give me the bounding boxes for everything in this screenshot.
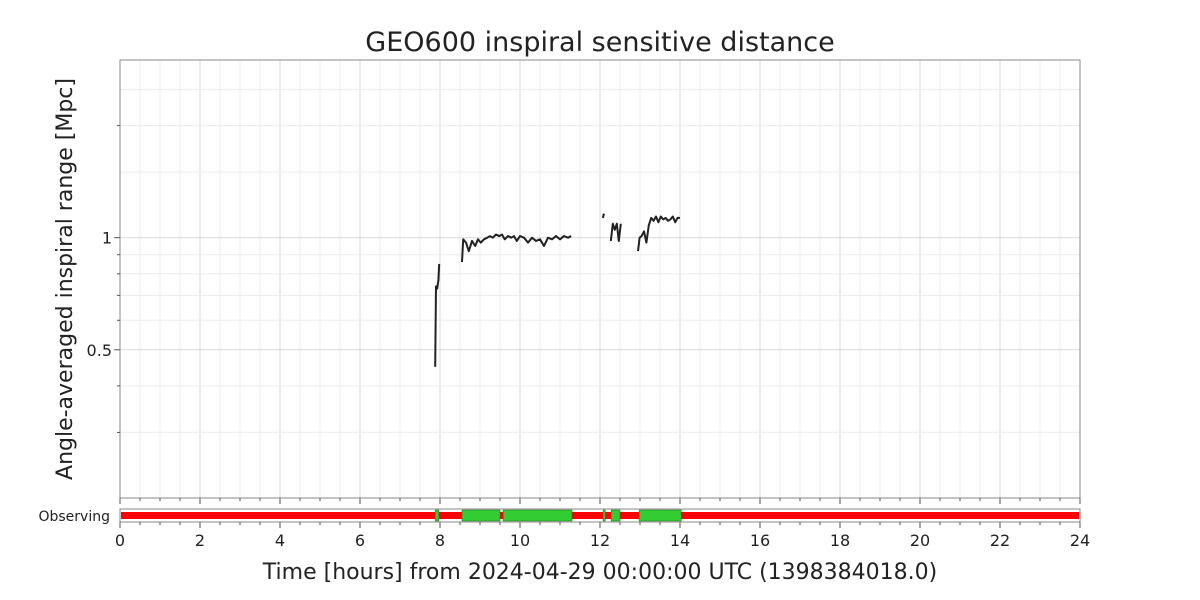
y-tick-label: 0.5	[87, 341, 112, 360]
x-tick-label: 6	[355, 531, 365, 550]
x-tick-label: 14	[670, 531, 690, 550]
y-axis-label: Angle-averaged inspiral range [Mpc]	[53, 78, 78, 480]
range-line-segment	[461, 233, 572, 263]
x-ticks	[119, 522, 1081, 528]
x-tick-label: 10	[510, 531, 530, 550]
x-axis-label: Time [hours] from 2024-04-29 00:00:00 UT…	[262, 560, 937, 585]
x-tick-label: 24	[1070, 531, 1090, 550]
segment-off-bar	[121, 512, 1079, 519]
observing-segment-bar	[119, 508, 1081, 523]
x-tick-label: 2	[195, 531, 205, 550]
x-tick-label: 20	[910, 531, 930, 550]
x-tick-label: 4	[275, 531, 285, 550]
range-line-segment	[609, 222, 622, 242]
x-tick-label: 18	[830, 531, 850, 550]
observing-segment-label: Observing	[38, 509, 110, 525]
segment-active-bar	[602, 509, 606, 522]
y-tick-label: 1	[102, 229, 112, 248]
segment-active-bar	[461, 509, 501, 522]
plot-ticks	[114, 125, 1081, 504]
x-tick-label: 0	[115, 531, 125, 550]
range-line-segment	[637, 215, 680, 252]
range-line-segment	[434, 263, 441, 367]
y-tick-labels: 0.51	[87, 229, 112, 360]
chart-title: GEO600 inspiral sensitive distance	[365, 27, 834, 58]
range-line-segment	[601, 213, 605, 219]
data-lines	[434, 213, 680, 367]
x-tick-label: 16	[750, 531, 770, 550]
x-tick-label: 8	[435, 531, 445, 550]
segment-active-bar	[638, 509, 682, 522]
plot-grid	[120, 60, 1080, 498]
segment-active-bar	[502, 509, 573, 522]
x-tick-label: 22	[990, 531, 1010, 550]
segment-active-bar	[610, 509, 621, 522]
x-tick-labels: 0 2 4 6 8 10 12 14 16 18 20 22 24	[115, 531, 1090, 550]
x-tick-label: 12	[590, 531, 610, 550]
segment-active-bar	[434, 509, 440, 522]
